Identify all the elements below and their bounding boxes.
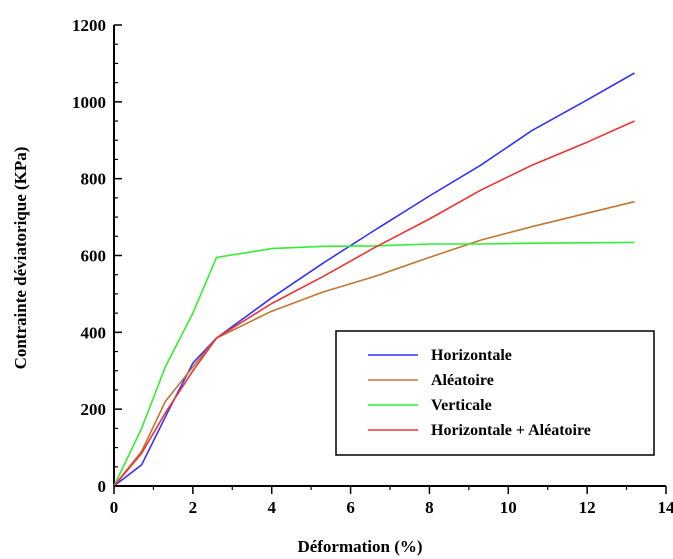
legend: Horizontale Aléatoire Verticale Horizontale…	[335, 330, 655, 456]
legend-label: Horizontale	[431, 347, 512, 364]
series-line-2	[113, 200, 635, 487]
series-layer	[113, 72, 635, 487]
ticks-layer: 0 2 4 6 8 10 12 14 0 200 400 600 800 1000 1200	[72, 16, 673, 517]
y-tick-label: 0	[98, 477, 107, 496]
y-tick-label: 200	[81, 400, 107, 419]
y-tick-label: 600	[81, 247, 107, 266]
y-tick-label: 800	[81, 170, 107, 189]
y-axis-title: Contrainte déviatorique (KPa)	[11, 147, 30, 370]
legend-box	[335, 330, 655, 456]
x-tick-label: 2	[189, 498, 198, 517]
series-line-4	[113, 120, 635, 487]
legend-label: Horizontale + Aléatoire	[431, 422, 591, 439]
x-tick-label: 6	[346, 498, 355, 517]
x-tick-label: 0	[110, 498, 119, 517]
y-tick-label: 1200	[72, 16, 106, 35]
x-tick-label: 8	[425, 498, 434, 517]
series-line-1	[113, 72, 635, 487]
y-tick-label: 400	[81, 323, 107, 342]
x-tick-label: 14	[658, 498, 673, 517]
x-tick-label: 10	[500, 498, 517, 517]
legend-label: Aléatoire	[431, 372, 494, 389]
x-tick-label: 4	[267, 498, 276, 517]
series-line-3	[113, 241, 635, 487]
x-tick-label: 12	[579, 498, 596, 517]
y-tick-label: 1000	[72, 93, 106, 112]
legend-label: Verticale	[431, 397, 492, 414]
x-axis-title: Déformation (%)	[297, 537, 422, 556]
